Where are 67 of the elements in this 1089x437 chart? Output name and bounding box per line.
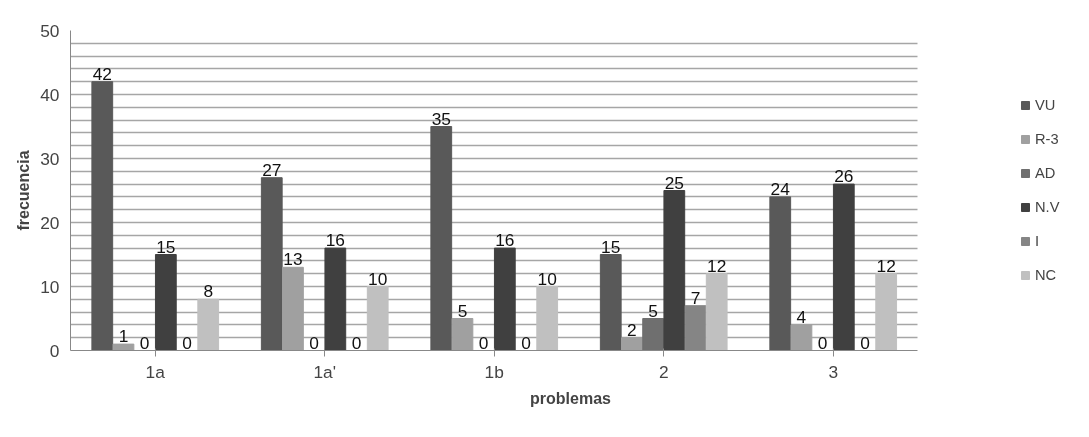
data-label: 16 xyxy=(325,230,345,251)
legend-label: AD xyxy=(1035,165,1057,181)
data-label: 0 xyxy=(817,332,828,353)
data-label: 5 xyxy=(648,300,658,321)
bar xyxy=(832,183,855,351)
y-tick-label: 10 xyxy=(40,276,60,297)
data-label: 4 xyxy=(796,306,807,327)
data-label: 42 xyxy=(92,63,112,84)
x-tick-label: 1a xyxy=(145,361,166,382)
data-label: 8 xyxy=(203,281,214,302)
bar xyxy=(663,190,686,351)
data-label: 0 xyxy=(860,332,870,353)
data-label: 7 xyxy=(690,287,701,308)
data-label: 0 xyxy=(309,332,319,353)
legend-label: N.V xyxy=(1035,199,1061,215)
data-label: 10 xyxy=(368,268,388,289)
bar xyxy=(642,318,665,351)
x-tick-label: 2 xyxy=(658,361,669,382)
data-label: 0 xyxy=(351,332,362,353)
y-tick-label: 20 xyxy=(40,212,60,233)
bar xyxy=(260,177,283,351)
bar xyxy=(430,126,453,351)
legend-label: NC xyxy=(1035,267,1058,283)
legend-label: R-3 xyxy=(1035,131,1060,147)
data-label: 13 xyxy=(283,249,303,270)
x-tick-label: 1a' xyxy=(313,361,337,382)
data-label: 24 xyxy=(770,178,791,199)
bar xyxy=(197,298,220,351)
legend-label: VU xyxy=(1035,97,1057,113)
bar xyxy=(705,273,728,351)
bar xyxy=(324,247,347,351)
data-label: 2 xyxy=(627,319,637,340)
data-label: 15 xyxy=(601,236,621,257)
bar xyxy=(493,247,516,351)
data-label: 35 xyxy=(431,108,451,129)
data-label: 27 xyxy=(262,159,282,180)
data-label: 10 xyxy=(537,268,557,289)
bar xyxy=(599,254,622,351)
bar xyxy=(91,81,114,351)
y-axis-title: frecuencia xyxy=(15,150,33,231)
bar xyxy=(875,273,898,351)
y-tick-label: 30 xyxy=(40,148,60,169)
y-tick-label: 0 xyxy=(49,340,60,361)
data-label: 12 xyxy=(707,255,727,276)
data-label: 0 xyxy=(478,332,489,353)
data-label: 16 xyxy=(495,230,515,251)
data-label: 0 xyxy=(139,332,150,353)
data-label: 12 xyxy=(876,255,896,276)
x-tick-label: 3 xyxy=(828,361,839,382)
data-label: 1 xyxy=(118,326,129,347)
bar xyxy=(366,286,389,351)
x-tick-label: 1b xyxy=(484,361,504,382)
bar xyxy=(621,337,643,351)
data-label: 15 xyxy=(156,236,176,257)
data-label: 0 xyxy=(182,332,192,353)
bar xyxy=(536,286,559,351)
data-label: 26 xyxy=(834,166,854,187)
legend-label: I xyxy=(1035,233,1041,249)
data-label: 25 xyxy=(664,172,684,193)
data-label: 0 xyxy=(521,332,531,353)
y-tick-label: 40 xyxy=(40,84,60,105)
x-axis-title: problemas xyxy=(530,389,612,407)
bar xyxy=(112,343,135,351)
y-tick-label: 50 xyxy=(40,20,60,41)
data-label: 5 xyxy=(457,300,468,321)
bar xyxy=(154,254,177,351)
bar xyxy=(769,196,792,351)
